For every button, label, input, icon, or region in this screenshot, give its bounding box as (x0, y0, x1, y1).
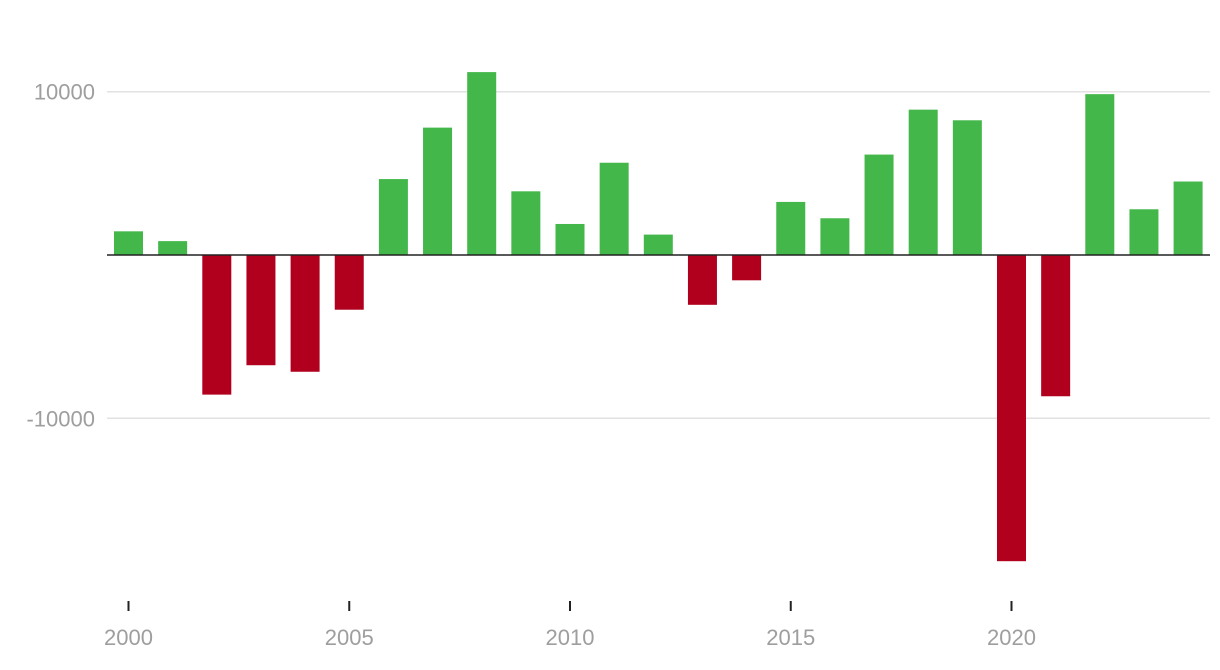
bar-2009 (511, 191, 541, 255)
bar-2010 (555, 223, 585, 255)
bar-2012 (643, 234, 673, 255)
bar-2021 (1041, 255, 1071, 397)
bar-2007 (423, 127, 453, 255)
bar-2001 (158, 241, 188, 255)
bar-2024 (1173, 181, 1203, 255)
x-tick-label: 2015 (766, 625, 815, 650)
y-tick-label: -10000 (26, 406, 95, 431)
bar-2023 (1129, 209, 1159, 255)
x-tick-label: 2000 (104, 625, 153, 650)
x-axis: 2000 2005 2010 2015 2020 (104, 601, 1036, 650)
bars (114, 72, 1203, 562)
bar-2014 (732, 255, 762, 281)
bar-2005 (334, 255, 364, 310)
bar-2015 (776, 201, 806, 255)
bar-2019 (952, 120, 982, 255)
x-tick-label: 2005 (325, 625, 374, 650)
bar-2006 (378, 179, 408, 255)
bar-2004 (290, 255, 320, 372)
bar-2003 (246, 255, 276, 366)
x-tick-label: 2010 (546, 625, 595, 650)
grid-lines (107, 90, 1210, 420)
bar-2016 (820, 218, 850, 255)
bar-2018 (908, 109, 938, 256)
x-tick-label: 2020 (987, 625, 1036, 650)
bar-2017 (864, 154, 894, 255)
y-tick-label: 10000 (34, 80, 95, 105)
bar-2011 (599, 162, 629, 255)
bar-2002 (202, 255, 232, 395)
y-axis-labels: 10000 -10000 (26, 80, 95, 432)
bar-2013 (687, 255, 717, 305)
bar-2008 (467, 72, 497, 255)
bar-2022 (1085, 94, 1115, 255)
bar-2020 (997, 255, 1026, 562)
bar-2000 (114, 231, 143, 255)
